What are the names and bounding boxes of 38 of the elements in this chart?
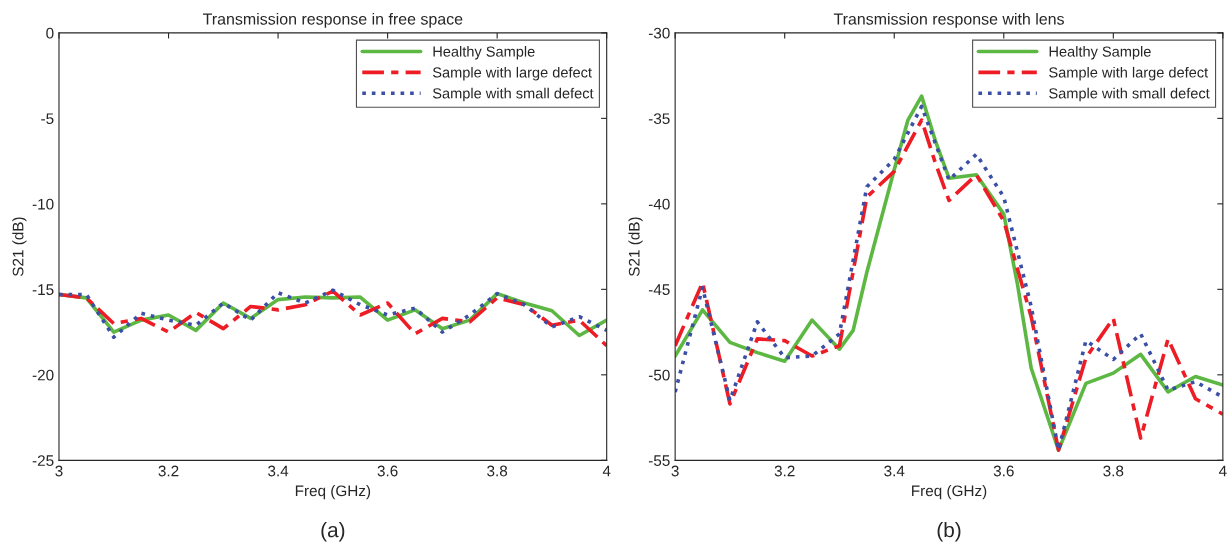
y-tick-label: -30 (648, 27, 670, 39)
y-tick-label: -35 (648, 113, 670, 125)
x-tick-label: 3.2 (158, 465, 179, 477)
x-tick-label: 3 (671, 465, 679, 477)
legend-label: Sample with small defect (432, 87, 594, 102)
x-axis-title: Freq (GHz) (912, 484, 987, 500)
y-tick-label: -20 (32, 369, 54, 381)
y-tick-label: -10 (32, 198, 54, 210)
y-tick-label: -40 (648, 198, 670, 210)
legend-label: Sample with large defect (1049, 66, 1209, 81)
y-tick-label: -45 (648, 284, 670, 296)
x-tick-label: 3.2 (774, 465, 795, 477)
y-axis-title: S21 (dB) (12, 217, 27, 277)
legend-label: Sample with small defect (1049, 87, 1210, 102)
legend-label: Healthy Sample (1049, 46, 1151, 60)
legend-label: Sample with large defect (432, 66, 592, 81)
y-tick-label: 0 (46, 27, 54, 39)
chart-title: Transmission response with lens (833, 12, 1064, 28)
y-tick-label: -5 (41, 113, 54, 125)
x-tick-label: 3.4 (268, 465, 289, 477)
x-tick-label: 3.8 (487, 465, 508, 477)
y-tick-label: -15 (32, 284, 54, 296)
x-tick-label: 4 (1218, 465, 1227, 477)
chart-title: Transmission response in free space (203, 12, 463, 28)
x-tick-label: 3.8 (1103, 465, 1124, 477)
text: (a) (321, 522, 345, 542)
x-tick-label: 4 (602, 465, 611, 477)
text: (b) (937, 522, 961, 542)
y-tick-label: -55 (648, 455, 670, 467)
x-tick-label: 3.4 (884, 465, 905, 477)
x-tick-label: 3 (55, 465, 63, 477)
x-axis-title: Freq (GHz) (295, 484, 371, 500)
y-tick-label: -25 (32, 455, 54, 467)
x-tick-label: 3.6 (993, 465, 1014, 477)
x-tick-label: 3.6 (377, 465, 398, 477)
y-axis-title: S21 (dB) (628, 217, 643, 277)
y-tick-label: -50 (648, 369, 670, 381)
legend-label: Healthy Sample (433, 46, 535, 60)
